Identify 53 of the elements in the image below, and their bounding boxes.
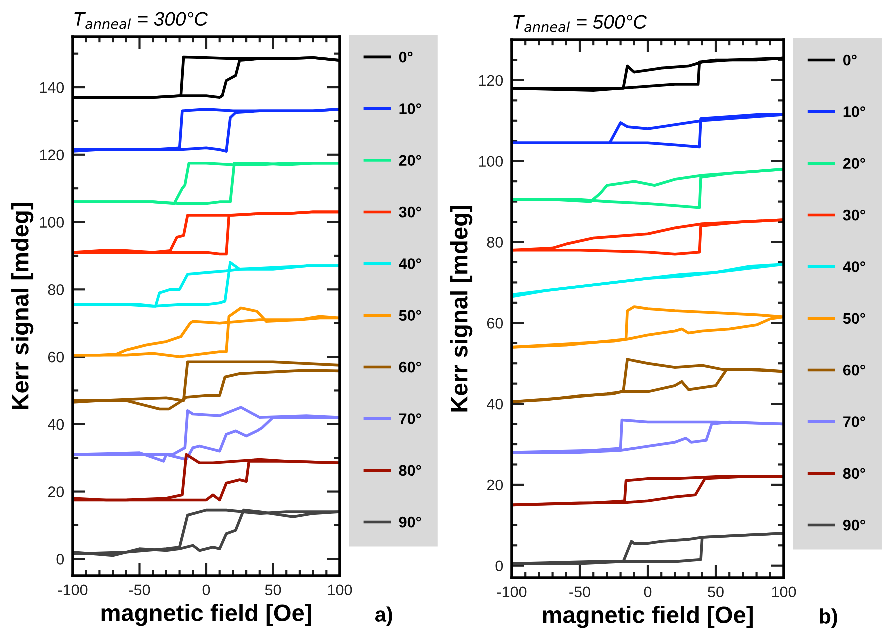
legend-label: 60° (843, 364, 866, 376)
y-tick-label: 60 (48, 352, 64, 363)
legend-label: 40° (399, 258, 422, 270)
legend-label: 30° (843, 210, 866, 221)
chart-title: T$_{anneal}$ = 500°C (514, 15, 648, 32)
x-tick-label: -50 (129, 584, 150, 596)
x-tick-label: 0 (644, 586, 652, 598)
y-tick-label: 40 (48, 419, 64, 430)
y-tick-label: 20 (48, 486, 64, 498)
x-tick-label: -50 (570, 586, 590, 598)
x-axis-title: magnetic field [Oe] (102, 604, 312, 626)
legend-label: 40° (843, 262, 866, 272)
x-tick-label: 100 (328, 584, 352, 596)
y-tick-label: 60 (487, 318, 504, 329)
x-tick-label: 50 (708, 586, 724, 598)
y-tick-label: 100 (479, 156, 504, 168)
y-tick-label: 0 (496, 560, 504, 572)
y-tick-label: 140 (40, 82, 64, 94)
legend-label: 0° (844, 54, 857, 66)
legend-label: 0° (399, 52, 413, 63)
y-tick-label: 120 (479, 75, 504, 86)
x-tick-label: -100 (497, 586, 527, 598)
legend-label: 60° (399, 362, 422, 373)
x-tick-label: 100 (772, 586, 796, 598)
y-tick-label: 80 (48, 284, 64, 296)
y-axis-title: Kerr signal [mdeg] (450, 206, 473, 412)
legend-label: 10° (844, 106, 866, 118)
x-tick-label: 0 (202, 584, 210, 596)
text: b) (820, 608, 838, 628)
legend-label: 80° (843, 468, 866, 480)
legend-label: 30° (399, 206, 422, 218)
legend-label: 90° (399, 516, 422, 528)
x-axis-title: magnetic field [Oe] (543, 606, 753, 628)
legend-label: 50° (843, 313, 866, 324)
legend-label: 50° (399, 310, 422, 322)
x-tick-label: 50 (265, 584, 282, 596)
y-tick-label: 80 (487, 237, 504, 248)
y-tick-label: 0 (56, 554, 64, 565)
y-tick-label: 120 (40, 150, 64, 161)
legend-label: 70° (399, 414, 422, 424)
x-tick-label: -100 (58, 584, 88, 596)
legend-label: 20° (399, 155, 422, 166)
text: a) (375, 606, 392, 626)
y-tick-label: 40 (487, 398, 504, 410)
chart-title: T$_{anneal}$ = 300°C (74, 12, 208, 30)
y-axis-title: Kerr signal [mdeg] (12, 204, 34, 410)
y-tick-label: 100 (40, 217, 64, 228)
legend-label: 20° (843, 158, 866, 170)
legend-label: 90° (843, 520, 866, 531)
y-tick-label: 20 (487, 480, 504, 491)
legend-label: 80° (399, 465, 422, 476)
legend-label: 70° (844, 416, 866, 428)
legend-label: 10° (400, 104, 422, 114)
